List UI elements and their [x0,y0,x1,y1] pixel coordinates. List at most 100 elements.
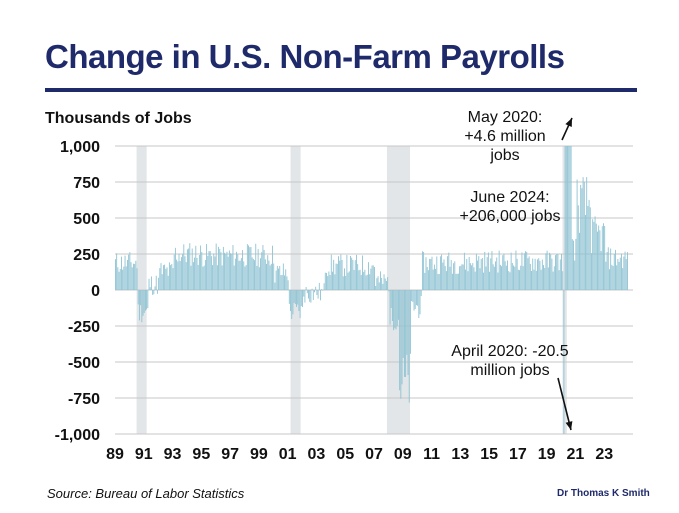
x-tick-label-10: 09 [394,446,412,463]
bar-224 [383,274,385,290]
bar-88 [220,252,222,290]
bar-190 [342,276,344,290]
bar-361 [547,267,549,290]
bar-355 [540,269,542,290]
bar-389 [581,188,583,290]
bar-392 [585,215,586,290]
bar-386 [577,205,579,290]
bar-262 [429,258,431,290]
bar-41 [164,264,166,290]
bar-275 [444,266,446,290]
bar-215 [372,265,374,290]
bar-209 [365,275,367,290]
bar-300 [474,271,476,290]
bar-299 [473,267,475,290]
bar-344 [527,258,529,290]
annotation-may-2020: May 2020: +4.6 million jobs [464,109,546,164]
bar-427 [627,252,628,290]
y-tick-label-4: 0 [91,283,100,300]
bar-61 [188,248,190,290]
bar-376 [565,146,567,290]
bar-7 [123,266,125,290]
bar-362 [549,252,550,290]
y-tick-label-2: 500 [73,211,100,228]
bar-106 [242,250,244,290]
bar-29 [149,287,151,290]
bar-383 [574,260,576,290]
bar-382 [573,240,574,290]
bar-305 [480,259,482,290]
bar-197 [351,257,353,290]
bar-296 [469,263,471,290]
bar-298 [472,263,474,290]
x-tick-label-15: 19 [538,446,556,463]
bar-13 [130,262,132,290]
bar-328 [508,271,510,290]
bar-177 [327,276,329,290]
bar-161 [308,290,309,299]
bar-256 [421,251,423,290]
bar-260 [426,267,428,290]
bar-112 [249,247,251,290]
bar-102 [237,254,239,290]
bar-24 [143,290,145,313]
bar-257 [423,252,425,290]
bar-21 [140,290,142,306]
bar-193 [346,254,348,290]
bar-268 [436,256,438,290]
y-tick-label-1: 750 [73,175,100,192]
bar-85 [216,265,218,290]
bar-34 [155,275,157,290]
bar-315 [492,264,494,290]
bar-415 [612,265,614,290]
bar-17 [135,260,137,290]
bar-204 [359,269,361,290]
bar-245 [408,290,410,403]
bar-240 [402,290,404,358]
bar-306 [481,258,483,290]
bar-140 [282,263,284,290]
bar-131 [272,245,273,290]
author-credit: Dr Thomas K Smith [557,488,650,499]
bar-421 [619,257,621,290]
bar-99 [233,265,235,290]
title-rule [45,88,637,92]
bar-263 [430,259,432,290]
bar-378 [568,146,570,290]
bar-388 [580,184,582,290]
bar-210 [366,274,368,290]
bar-246 [409,290,411,354]
bar-271 [439,256,441,290]
bar-396 [589,207,591,290]
bar-32 [153,290,155,295]
bar-329 [509,272,511,290]
bar-217 [375,285,377,290]
bar-251 [415,290,417,306]
bar-332 [513,265,514,290]
bar-35 [156,290,158,294]
bar-203 [358,270,360,290]
bar-139 [281,274,283,290]
bar-278 [448,252,450,290]
bar-134 [275,270,277,290]
bar-289 [461,264,463,290]
bar-49 [173,254,175,290]
bar-252 [417,290,419,306]
bar-50 [174,247,176,290]
bar-360 [546,250,548,290]
bar-133 [274,282,276,290]
x-tick-label-13: 15 [480,446,498,463]
bar-83 [214,256,216,290]
bar-292 [465,269,467,290]
bar-66 [194,257,196,290]
bar-60 [186,249,188,290]
bar-46 [170,265,172,290]
bar-205 [360,274,362,290]
bar-55 [180,257,182,290]
bar-27 [147,290,149,309]
bar-152 [297,290,299,305]
bar-68 [196,258,198,290]
bar-380 [570,146,572,290]
bar-127 [267,255,269,290]
bar-113 [250,247,252,290]
